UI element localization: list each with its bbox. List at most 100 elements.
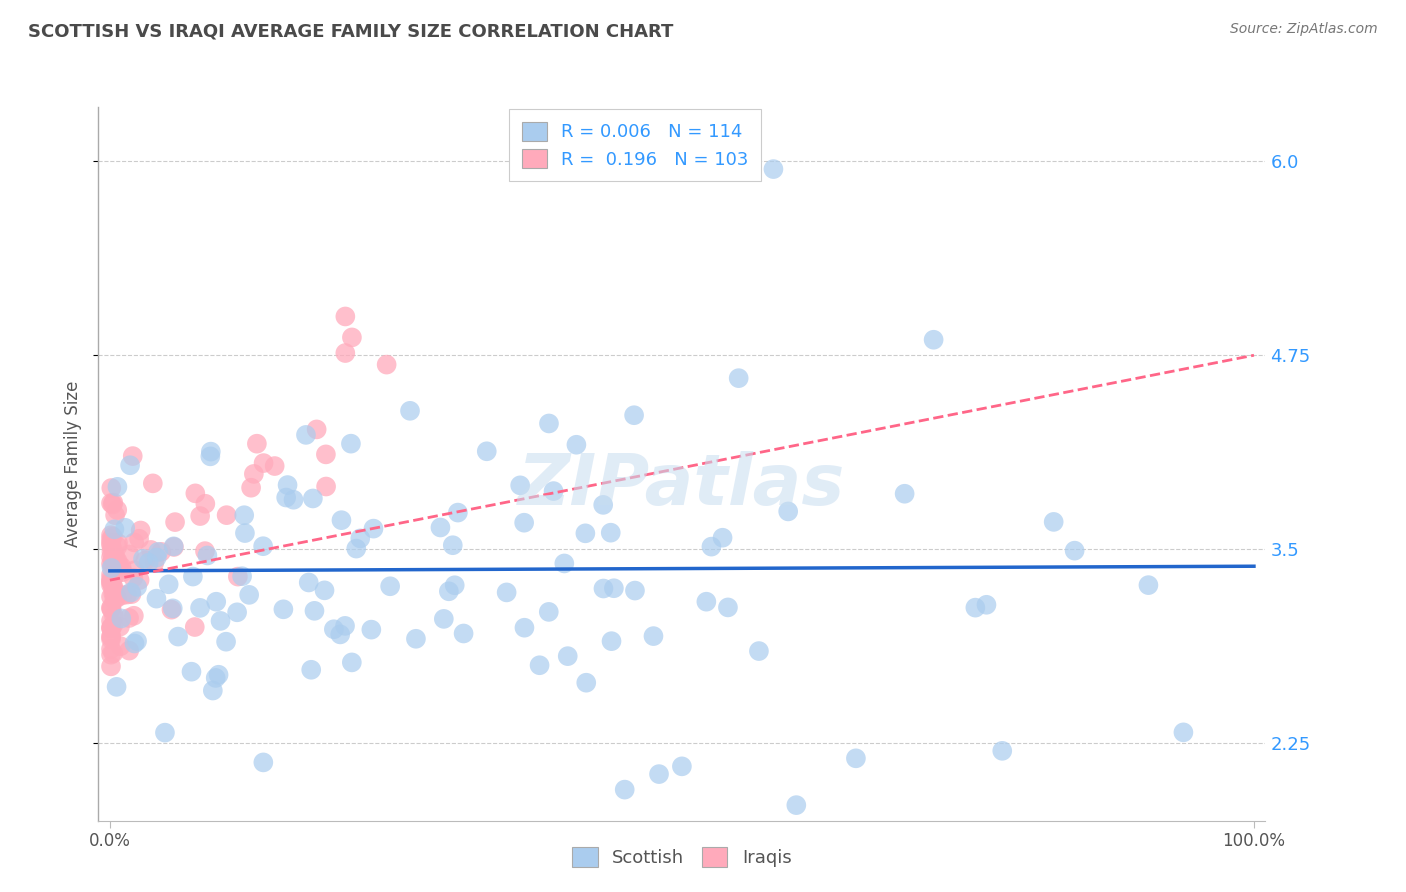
Point: [100, 557, 122, 571]
Point: [335, 310, 357, 324]
Point: [105, 591, 128, 605]
Point: [163, 540, 186, 554]
Point: [509, 478, 531, 492]
Point: [103, 569, 125, 583]
Point: [330, 513, 353, 527]
Point: [433, 612, 456, 626]
Point: [100, 535, 122, 549]
Point: [100, 648, 122, 662]
Point: [104, 564, 127, 578]
Point: [124, 563, 146, 577]
Point: [100, 550, 122, 565]
Point: [233, 526, 256, 541]
Point: [100, 632, 122, 647]
Point: [188, 509, 211, 524]
Point: [100, 574, 122, 589]
Point: [399, 404, 422, 418]
Point: [188, 600, 211, 615]
Point: [648, 767, 671, 781]
Point: [922, 333, 945, 347]
Point: [340, 436, 363, 450]
Point: [100, 496, 122, 510]
Point: [194, 544, 217, 558]
Point: [537, 605, 560, 619]
Point: [128, 532, 150, 546]
Point: [162, 601, 184, 615]
Point: [181, 569, 204, 583]
Point: [101, 498, 124, 512]
Point: [194, 497, 217, 511]
Text: ZIPatlas: ZIPatlas: [519, 450, 845, 520]
Point: [215, 634, 238, 648]
Point: [103, 551, 125, 566]
Point: [118, 643, 141, 657]
Point: [226, 605, 249, 619]
Point: [762, 162, 785, 177]
Point: [565, 438, 588, 452]
Point: [100, 572, 122, 586]
Point: [120, 458, 142, 473]
Point: [209, 614, 232, 628]
Point: [717, 600, 740, 615]
Point: [322, 622, 344, 636]
Point: [624, 583, 647, 598]
Point: [553, 557, 575, 571]
Point: [100, 601, 122, 615]
Point: [184, 486, 207, 500]
Point: [200, 450, 222, 464]
Point: [101, 530, 124, 544]
Point: [103, 618, 125, 632]
Point: [207, 667, 229, 681]
Point: [238, 588, 260, 602]
Point: [273, 602, 295, 616]
Point: [110, 559, 132, 574]
Point: [340, 330, 363, 344]
Point: [121, 449, 143, 463]
Point: [671, 759, 693, 773]
Point: [277, 478, 299, 492]
Point: [103, 609, 125, 624]
Point: [295, 428, 318, 442]
Point: [529, 658, 551, 673]
Point: [103, 522, 125, 536]
Point: [1042, 515, 1064, 529]
Point: [103, 583, 125, 598]
Point: [592, 498, 614, 512]
Point: [215, 508, 238, 523]
Point: [335, 346, 357, 360]
Point: [120, 585, 142, 599]
Point: [108, 620, 131, 634]
Point: [711, 531, 734, 545]
Point: [748, 644, 770, 658]
Point: [134, 553, 156, 567]
Point: [145, 591, 167, 606]
Point: [100, 574, 122, 589]
Point: [965, 600, 987, 615]
Point: [122, 571, 145, 585]
Point: [100, 481, 122, 495]
Point: [204, 671, 226, 685]
Point: [104, 549, 127, 564]
Point: [315, 447, 337, 461]
Point: [375, 358, 398, 372]
Point: [360, 623, 382, 637]
Point: [344, 541, 367, 556]
Point: [315, 479, 337, 493]
Point: [100, 621, 122, 635]
Point: [110, 639, 132, 653]
Point: [103, 592, 125, 607]
Point: [115, 588, 138, 602]
Point: [574, 526, 596, 541]
Point: [125, 634, 148, 648]
Point: [298, 575, 321, 590]
Point: [557, 649, 579, 664]
Point: [226, 569, 249, 583]
Point: [447, 506, 470, 520]
Point: [1173, 725, 1195, 739]
Point: [103, 580, 125, 594]
Point: [378, 579, 401, 593]
Legend: Scottish, Iraqis: Scottish, Iraqis: [560, 834, 804, 880]
Point: [329, 627, 352, 641]
Point: [165, 515, 187, 529]
Point: [100, 544, 122, 558]
